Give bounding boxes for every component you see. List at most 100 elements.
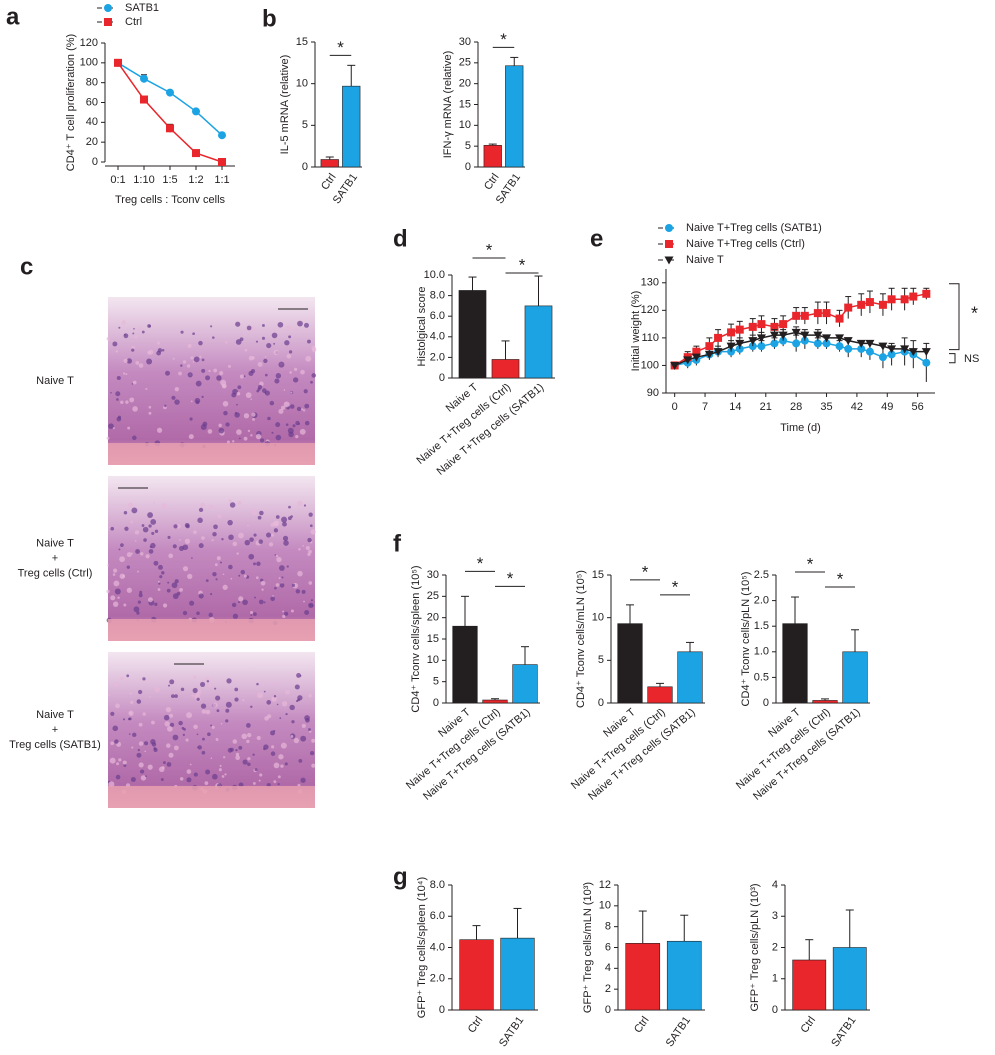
cell-texture bbox=[193, 772, 198, 777]
bar bbox=[505, 65, 524, 168]
cell-texture bbox=[244, 539, 251, 546]
cell-texture bbox=[172, 734, 179, 741]
cell-texture bbox=[282, 610, 285, 613]
significance-label: * bbox=[807, 555, 814, 574]
cell-texture bbox=[257, 384, 263, 390]
cell-texture bbox=[131, 348, 135, 352]
cell-texture bbox=[154, 602, 158, 606]
cell-texture bbox=[115, 350, 119, 353]
cell-texture bbox=[255, 576, 259, 580]
cell-texture bbox=[193, 356, 200, 363]
histology-image bbox=[108, 652, 315, 808]
cell-texture bbox=[137, 748, 140, 752]
cell-texture bbox=[263, 690, 266, 693]
cell-texture bbox=[135, 549, 140, 554]
cell-texture bbox=[274, 586, 277, 590]
cell-texture bbox=[198, 593, 204, 599]
cell-texture bbox=[123, 358, 128, 363]
y-axis-label: CD4⁺ Tconv cells/spleen (10⁵) bbox=[410, 565, 422, 712]
cell-texture bbox=[289, 371, 292, 374]
cell-texture bbox=[245, 392, 252, 399]
marker bbox=[800, 331, 810, 340]
cell-texture bbox=[261, 588, 264, 591]
x-tick-label: 1:2 bbox=[188, 174, 203, 186]
cell-texture bbox=[200, 502, 205, 508]
cell-texture bbox=[186, 712, 193, 719]
y-tick-label: 130 bbox=[641, 277, 659, 289]
cell-texture bbox=[173, 745, 179, 751]
y-tick-label: 8.0 bbox=[430, 879, 445, 891]
cell-texture bbox=[299, 428, 306, 435]
cell-texture bbox=[109, 757, 116, 764]
x-axis-label: Time (d) bbox=[780, 422, 821, 434]
cell-texture bbox=[229, 747, 234, 752]
cell-texture bbox=[201, 750, 206, 755]
cell-texture bbox=[270, 730, 276, 736]
y-tick-label: 8.0 bbox=[430, 290, 445, 302]
cell-texture bbox=[140, 775, 147, 781]
cell-texture bbox=[214, 563, 218, 567]
cell-texture bbox=[142, 712, 146, 716]
significance-label: * bbox=[486, 240, 493, 259]
cell-texture bbox=[172, 544, 177, 549]
cell-texture bbox=[261, 336, 266, 340]
cell-texture bbox=[298, 548, 301, 551]
cell-texture bbox=[156, 350, 161, 356]
cell-texture bbox=[186, 769, 192, 774]
legend-label: SATB1 bbox=[125, 2, 159, 14]
cell-texture bbox=[212, 773, 218, 780]
y-tick-label: 10 bbox=[592, 612, 604, 624]
y-tick-label: 120 bbox=[641, 304, 659, 316]
cell-texture bbox=[234, 411, 238, 415]
cell-texture bbox=[167, 581, 170, 584]
cell-texture bbox=[133, 327, 135, 330]
marker bbox=[813, 309, 822, 318]
cell-texture bbox=[271, 696, 277, 702]
y-tick-label: 2.0 bbox=[430, 351, 445, 363]
marker bbox=[922, 358, 931, 367]
cell-texture bbox=[297, 570, 303, 577]
cell-texture bbox=[242, 759, 248, 765]
cell-texture bbox=[293, 367, 298, 371]
cell-texture bbox=[205, 709, 211, 715]
cell-texture bbox=[218, 423, 222, 428]
marker bbox=[218, 131, 226, 140]
marker bbox=[900, 345, 910, 354]
cell-texture bbox=[192, 332, 195, 336]
y-tick-label: 6.0 bbox=[430, 910, 445, 922]
cell-texture bbox=[300, 369, 305, 375]
marker bbox=[792, 311, 801, 320]
cell-texture bbox=[197, 689, 202, 694]
marker bbox=[748, 337, 758, 346]
cell-texture bbox=[162, 603, 168, 608]
cell-texture bbox=[218, 427, 225, 434]
y-tick-label: 2 bbox=[772, 941, 778, 953]
cell-texture bbox=[148, 325, 151, 328]
cell-texture bbox=[304, 330, 307, 333]
y-tick-label: 0 bbox=[92, 156, 98, 168]
cell-texture bbox=[122, 574, 125, 578]
cell-texture bbox=[126, 358, 133, 364]
cell-texture bbox=[112, 601, 119, 607]
cell-texture bbox=[184, 538, 191, 544]
cell-texture bbox=[115, 774, 121, 780]
cell-texture bbox=[301, 723, 306, 729]
cell-texture bbox=[108, 423, 114, 429]
cell-texture bbox=[168, 752, 174, 758]
cell-texture bbox=[201, 512, 204, 515]
muscle-layer bbox=[108, 619, 315, 641]
cell-texture bbox=[284, 611, 289, 616]
histology-label: Treg cells (SATB1) bbox=[9, 739, 101, 751]
cell-texture bbox=[218, 768, 222, 772]
y-tick-label: 15 bbox=[296, 36, 308, 48]
cell-texture bbox=[281, 701, 288, 707]
marker bbox=[757, 320, 766, 329]
cell-texture bbox=[251, 412, 256, 417]
cell-texture bbox=[216, 375, 222, 381]
cell-texture bbox=[227, 519, 233, 526]
cell-texture bbox=[176, 524, 181, 529]
cell-texture bbox=[148, 405, 152, 409]
cell-texture bbox=[284, 762, 288, 766]
cell-texture bbox=[235, 321, 241, 327]
cell-texture bbox=[271, 431, 274, 434]
